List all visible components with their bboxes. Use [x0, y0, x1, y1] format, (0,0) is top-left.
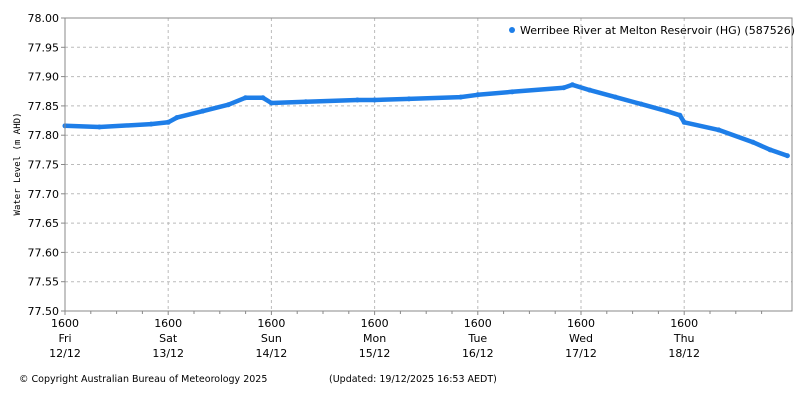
- data-point: [243, 95, 249, 101]
- grid: [64, 17, 792, 312]
- y-tick-label: 77.85: [28, 100, 60, 113]
- x-tick-label: Sat: [159, 332, 178, 345]
- y-tick-label: 77.90: [28, 71, 60, 84]
- data-point: [225, 102, 231, 108]
- x-tick-label: 12/12: [49, 347, 81, 360]
- data-point: [165, 119, 171, 125]
- y-axis: 77.50 77.55 77.60 77.65 77.70 77.75 77.80 77.85…: [28, 12, 65, 318]
- data-point: [458, 94, 464, 100]
- data-point: [509, 89, 515, 95]
- x-tick-label: 1600: [361, 317, 389, 330]
- data-point: [372, 97, 378, 103]
- series-werribee-river: [62, 82, 790, 159]
- data-point: [354, 97, 360, 103]
- y-tick-label: 77.95: [28, 41, 60, 54]
- x-tick-label: 1600: [51, 317, 79, 330]
- data-point: [750, 139, 756, 145]
- x-tick-label: Tue: [467, 332, 487, 345]
- data-point: [569, 82, 575, 88]
- legend-marker: [509, 27, 515, 33]
- data-point: [96, 124, 102, 130]
- data-point: [174, 115, 180, 121]
- x-tick-label: Sun: [261, 332, 282, 345]
- data-point: [200, 108, 206, 114]
- data-point: [716, 127, 722, 133]
- updated-text: (Updated: 19/12/2025 16:53 AEDT): [329, 374, 497, 385]
- data-point: [561, 85, 567, 91]
- x-tick-label: 13/12: [152, 347, 184, 360]
- x-tick-label: 16/12: [462, 347, 494, 360]
- y-axis-label: Water Level (m AHD): [13, 113, 23, 216]
- x-tick-label: 14/12: [256, 347, 288, 360]
- x-tick-label: 18/12: [668, 347, 700, 360]
- data-point: [148, 121, 154, 127]
- data-point: [638, 101, 644, 107]
- y-tick-label: 77.55: [28, 276, 60, 289]
- x-tick-label: 15/12: [359, 347, 391, 360]
- data-point: [260, 95, 266, 101]
- y-tick-label: 77.75: [28, 159, 60, 172]
- data-point: [677, 112, 683, 118]
- water-level-chart: 77.50 77.55 77.60 77.65 77.70 77.75 77.80 77.85…: [13, 12, 795, 360]
- data-point: [406, 96, 412, 102]
- x-tick-label: Wed: [569, 332, 593, 345]
- plot-frame: [64, 17, 793, 312]
- x-tick-label: 1600: [154, 317, 182, 330]
- legend-label: Werribee River at Melton Reservoir (HG) …: [520, 24, 795, 37]
- data-point: [612, 94, 618, 100]
- data-point: [475, 92, 481, 98]
- x-tick-label: 1600: [464, 317, 492, 330]
- x-tick-label: Thu: [673, 332, 695, 345]
- x-tick-label: Fri: [58, 332, 71, 345]
- y-tick-label: 77.70: [28, 188, 60, 201]
- x-tick-label: Mon: [363, 332, 386, 345]
- legend: Werribee River at Melton Reservoir (HG) …: [509, 24, 795, 37]
- data-point: [767, 147, 773, 153]
- y-tick-label: 78.00: [28, 12, 60, 25]
- data-point: [268, 100, 274, 106]
- data-point: [587, 87, 593, 93]
- y-tick-label: 77.60: [28, 246, 60, 259]
- y-tick-label: 77.80: [28, 129, 60, 142]
- data-point: [784, 153, 790, 159]
- x-tick-label: 1600: [670, 317, 698, 330]
- x-tick-label: 1600: [257, 317, 285, 330]
- x-tick-label: 1600: [567, 317, 595, 330]
- y-tick-label: 77.50: [28, 305, 60, 318]
- x-tick-label: 17/12: [565, 347, 597, 360]
- data-point: [303, 99, 309, 105]
- copyright-text: © Copyright Australian Bureau of Meteoro…: [19, 374, 268, 385]
- series-line: [62, 82, 790, 158]
- y-tick-label: 77.65: [28, 217, 60, 230]
- x-axis: 1600 Fri 12/12 1600 Sat 13/12 1600 Sun 14/12 1600…: [49, 311, 763, 360]
- data-point: [664, 108, 670, 114]
- data-point: [681, 119, 687, 125]
